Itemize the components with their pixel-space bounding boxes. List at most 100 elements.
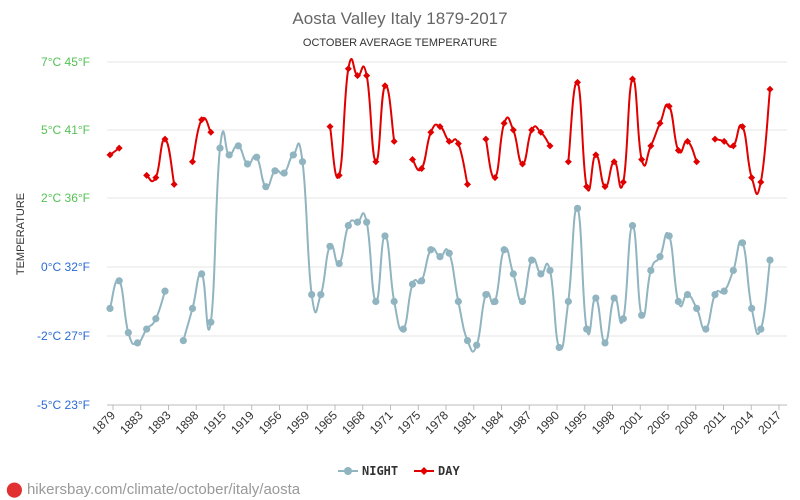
night-point[interactable] [317, 291, 325, 299]
day-point[interactable] [564, 158, 572, 166]
night-point[interactable] [573, 204, 582, 212]
day-point[interactable] [464, 180, 471, 188]
night-point[interactable] [628, 222, 637, 230]
night-point[interactable] [436, 253, 444, 261]
day-point[interactable] [189, 158, 196, 166]
day-point[interactable] [684, 137, 691, 145]
day-point[interactable] [601, 183, 609, 191]
legend-item-night[interactable]: NIGHT [338, 464, 398, 478]
night-point[interactable] [372, 297, 380, 306]
night-point[interactable] [161, 287, 169, 295]
night-point[interactable] [500, 246, 508, 254]
day-point[interactable] [665, 102, 673, 110]
day-point[interactable] [647, 142, 655, 150]
watermark[interactable]: ⬤ hikersbay.com/climate/october/italy/ao… [6, 480, 300, 498]
night-point[interactable] [619, 315, 627, 323]
day-point[interactable] [766, 85, 774, 93]
day-point[interactable] [509, 126, 517, 134]
day-point[interactable] [693, 158, 701, 166]
day-point[interactable] [106, 151, 114, 159]
night-point[interactable] [720, 287, 728, 295]
night-point[interactable] [207, 318, 215, 326]
night-point[interactable] [564, 297, 572, 306]
day-point[interactable] [546, 142, 554, 150]
day-point[interactable] [207, 128, 215, 136]
night-point[interactable] [537, 270, 545, 278]
night-point[interactable] [693, 304, 701, 312]
day-point[interactable] [115, 144, 123, 152]
night-point[interactable] [738, 239, 747, 247]
day-point[interactable] [152, 174, 160, 182]
night-point[interactable] [225, 151, 233, 159]
day-point[interactable] [482, 135, 490, 143]
day-point[interactable] [161, 135, 169, 143]
night-point[interactable] [674, 297, 682, 306]
night-point[interactable] [106, 304, 114, 312]
night-point[interactable] [390, 297, 398, 306]
day-point[interactable] [739, 123, 746, 131]
night-point[interactable] [179, 337, 187, 345]
night-point[interactable] [509, 270, 517, 278]
day-point[interactable] [335, 171, 343, 179]
night-point[interactable] [528, 256, 536, 264]
night-point[interactable] [601, 339, 609, 347]
day-point[interactable] [519, 160, 526, 168]
day-point[interactable] [500, 119, 508, 127]
day-point[interactable] [656, 119, 664, 127]
night-point[interactable] [482, 291, 490, 299]
day-point[interactable] [418, 165, 426, 173]
night-point[interactable] [216, 144, 224, 152]
night-point[interactable] [665, 232, 673, 240]
day-point[interactable] [583, 183, 591, 191]
day-point[interactable] [436, 123, 444, 131]
legend[interactable]: NIGHT DAY [338, 464, 460, 478]
night-point[interactable] [253, 153, 261, 161]
night-point[interactable] [363, 218, 371, 226]
night-point[interactable] [289, 151, 297, 159]
night-point[interactable] [133, 339, 142, 347]
night-point[interactable] [427, 246, 435, 254]
day-point[interactable] [198, 116, 206, 124]
night-point[interactable] [152, 315, 160, 323]
day-point[interactable] [619, 178, 627, 186]
day-point[interactable] [445, 137, 453, 145]
night-point[interactable] [115, 277, 123, 285]
night-point[interactable] [748, 304, 756, 312]
day-point[interactable] [491, 174, 499, 182]
day-point[interactable] [638, 155, 646, 163]
legend-item-day[interactable]: DAY [414, 464, 460, 478]
day-point[interactable] [757, 178, 765, 186]
day-point[interactable] [610, 158, 618, 166]
day-point[interactable] [454, 140, 462, 148]
night-point[interactable] [683, 291, 692, 299]
night-point[interactable] [326, 242, 334, 250]
night-point[interactable] [647, 266, 655, 275]
day-point[interactable] [592, 151, 600, 159]
night-point[interactable] [729, 266, 737, 275]
watermark-link[interactable]: hikersbay.com/climate/october/italy/aost… [26, 481, 301, 498]
day-point[interactable] [381, 82, 389, 90]
night-point[interactable] [143, 325, 151, 333]
night-point[interactable] [243, 160, 252, 168]
night-point[interactable] [124, 328, 132, 337]
day-point[interactable] [354, 72, 361, 80]
day-point[interactable] [748, 174, 756, 182]
day-point[interactable] [720, 137, 728, 145]
night-point[interactable] [757, 325, 765, 333]
day-point[interactable] [674, 146, 682, 154]
day-point[interactable] [729, 142, 737, 150]
night-point[interactable] [271, 167, 279, 175]
day-point[interactable] [528, 126, 536, 134]
day-point[interactable] [427, 128, 435, 136]
night-point[interactable] [353, 218, 362, 226]
night-point[interactable] [381, 232, 389, 240]
night-point[interactable] [491, 297, 499, 306]
day-point[interactable] [372, 158, 380, 166]
night-point[interactable] [408, 280, 417, 288]
night-point[interactable] [234, 142, 242, 150]
day-point[interactable] [344, 65, 352, 73]
night-point[interactable] [308, 291, 316, 299]
day-point[interactable] [537, 128, 545, 136]
night-point[interactable] [188, 304, 197, 312]
night-point[interactable] [638, 311, 646, 319]
